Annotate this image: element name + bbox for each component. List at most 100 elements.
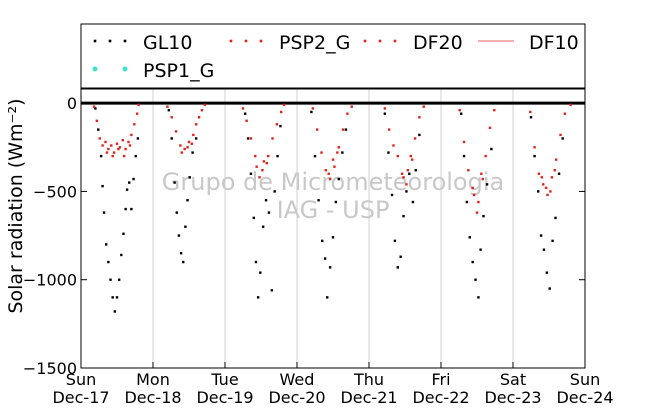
data-point — [112, 151, 116, 154]
data-point — [321, 239, 324, 243]
data-point — [184, 225, 187, 228]
data-point — [118, 146, 122, 149]
data-point — [458, 108, 461, 112]
legend-entry-gl10: GL10 — [93, 32, 193, 54]
legend-swatch — [122, 66, 128, 72]
x-tick-day: Tue — [210, 370, 238, 389]
data-point — [396, 266, 399, 269]
data-point — [109, 278, 112, 281]
data-point — [111, 154, 114, 158]
data-point — [422, 105, 425, 108]
data-point — [540, 176, 543, 179]
legend-swatch — [244, 39, 248, 43]
data-point — [418, 116, 421, 119]
data-point — [399, 255, 402, 258]
data-point — [481, 177, 484, 181]
data-point — [551, 239, 554, 243]
data-point — [459, 112, 463, 115]
data-point — [472, 193, 476, 197]
data-point — [262, 160, 266, 163]
data-point — [550, 176, 554, 179]
data-point — [328, 177, 332, 181]
data-point — [174, 130, 178, 133]
data-point — [101, 144, 104, 147]
data-point — [557, 172, 561, 175]
data-point — [130, 133, 133, 137]
data-point — [282, 103, 286, 107]
data-point — [387, 128, 391, 131]
data-points — [92, 103, 572, 313]
x-axis-ticks: SunDec-17MonDec-18TueDec-19WedDec-20ThuD… — [52, 362, 614, 407]
data-point — [537, 190, 540, 193]
data-point — [337, 146, 340, 149]
data-point — [271, 137, 274, 140]
data-point — [110, 144, 113, 147]
data-point — [548, 287, 551, 290]
y-tick-label: −500 — [33, 182, 77, 201]
legend-swatch — [108, 39, 112, 43]
grid-lines — [152, 89, 514, 368]
data-point — [350, 105, 353, 108]
data-point — [125, 188, 129, 191]
data-point — [471, 260, 474, 264]
data-point — [462, 140, 466, 144]
data-point — [256, 296, 260, 299]
x-tick-day: Sun — [66, 370, 96, 389]
data-point — [267, 154, 270, 158]
legend-swatch — [259, 39, 263, 43]
x-tick-date: Dec-23 — [484, 388, 541, 407]
data-point — [480, 172, 483, 175]
x-tick-date: Dec-21 — [340, 388, 397, 407]
data-point — [249, 137, 253, 140]
data-point — [331, 236, 335, 239]
data-point — [94, 107, 97, 110]
data-point — [101, 184, 104, 188]
data-point — [111, 296, 114, 299]
data-point — [411, 200, 415, 204]
data-point — [546, 193, 549, 197]
data-point — [120, 253, 123, 257]
data-point — [136, 137, 140, 140]
data-point — [107, 147, 110, 151]
data-point — [203, 103, 207, 107]
legend-swatch — [229, 39, 233, 43]
data-point — [326, 296, 329, 299]
data-point — [387, 151, 390, 154]
data-point — [413, 137, 417, 140]
y-axis-ticks: 0 −500 −1000 −1500 — [23, 94, 585, 378]
legend-swatch — [393, 39, 397, 43]
data-point — [128, 181, 131, 184]
data-point — [195, 123, 198, 126]
data-point — [137, 103, 140, 107]
data-point — [488, 126, 492, 130]
data-point — [102, 211, 106, 214]
data-point — [134, 154, 137, 158]
data-point — [393, 239, 397, 243]
data-point — [396, 154, 399, 158]
data-point — [549, 190, 552, 193]
data-point — [477, 296, 480, 299]
legend-entry-df10: DF10 — [478, 32, 579, 54]
data-point — [328, 266, 332, 269]
data-point — [124, 147, 127, 151]
data-point — [336, 151, 339, 154]
data-point — [383, 107, 387, 110]
data-point — [182, 260, 185, 264]
data-point — [559, 133, 562, 137]
data-point — [484, 154, 487, 158]
legend-label: DF20 — [413, 32, 463, 54]
data-point — [170, 116, 173, 119]
x-tick-day: Sun — [570, 370, 600, 389]
x-tick-day: Sat — [500, 370, 526, 389]
x-tick-date: Dec-22 — [412, 388, 469, 407]
data-point — [313, 154, 317, 158]
data-point — [265, 161, 268, 165]
data-point — [99, 154, 103, 158]
series-psp2_g — [92, 103, 572, 214]
legend-box — [80, 23, 586, 89]
data-point — [264, 199, 268, 202]
data-point — [529, 116, 533, 119]
data-point — [200, 108, 204, 112]
data-point — [341, 128, 345, 131]
